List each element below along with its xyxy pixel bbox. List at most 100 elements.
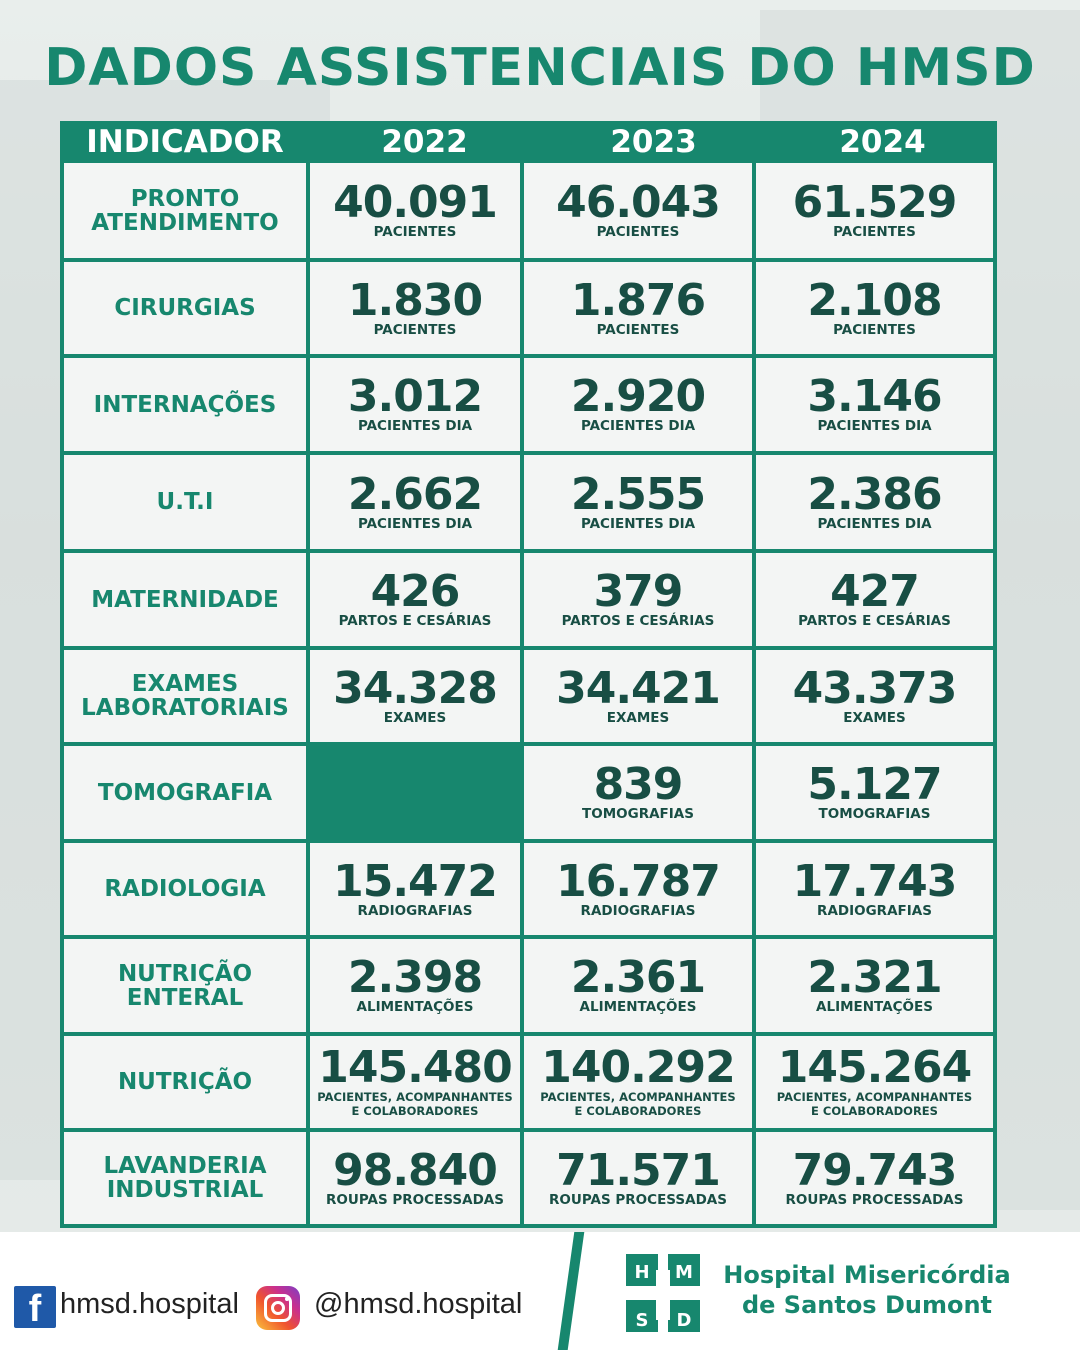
value-unit: ROUPAS PROCESSADAS [549, 1191, 727, 1208]
value-cell: 379 PARTOS E CESÁRIAS [524, 553, 752, 646]
value-number: 426 [370, 566, 461, 617]
value-cell: 2.386 PACIENTES DIA [756, 455, 993, 549]
value-unit: TOMOGRAFIAS [582, 806, 694, 822]
value-number: 1.876 [570, 274, 706, 326]
value-unit: PARTOS E CESÁRIAS [798, 613, 951, 629]
table-header: INDICADOR 2022 2023 2024 [60, 121, 997, 163]
indicator-cell: U.T.I [64, 455, 306, 549]
logo-letter-d: D [677, 1310, 692, 1331]
value-unit: PACIENTES, ACOMPANHANTES E COLABORADORES [317, 1090, 513, 1118]
value-cell: 46.043 PACIENTES [524, 163, 752, 258]
value-unit: PACIENTES DIA [357, 418, 473, 434]
value-number: 145.480 [318, 1042, 512, 1093]
value-cell: 98.840 ROUPAS PROCESSADAS [310, 1132, 520, 1224]
indicator-label: MATERNIDADE [91, 586, 279, 613]
value-number: 34.328 [333, 662, 498, 714]
value-unit: RADIOGRAFIAS [357, 902, 473, 919]
instagram-handle[interactable]: @hmsd.hospital [314, 1288, 523, 1320]
facebook-handle[interactable]: hmsd.hospital [60, 1288, 239, 1320]
value-unit: ALIMENTAÇÕES [816, 999, 933, 1015]
value-number: 1.830 [347, 274, 483, 326]
value-number: 79.743 [792, 1144, 958, 1196]
value-number: 61.529 [792, 177, 958, 228]
value-unit: PACIENTES [596, 224, 680, 240]
table-row: INTERNAÇÕES 3.012 PACIENTES DIA 2.920 PACIEN… [64, 358, 993, 451]
indicator-label: LAVANDERIA INDUSTRIAL [103, 1153, 267, 1203]
value-cell: 3.012 PACIENTES DIA [310, 358, 520, 451]
value-cell: 3.146 PACIENTES DIA [756, 358, 993, 451]
table-row: U.T.I 2.662 PACIENTES DIA 2.555 PACIENTES DI… [64, 455, 993, 549]
value-cell: 34.421 EXAMES [524, 650, 752, 742]
header-indicador: INDICADOR [86, 124, 284, 160]
value-cell: 145.264 PACIENTES, ACOMPANHANTES E COLABO… [756, 1036, 993, 1128]
table-row: NUTRIÇÃO 145.480 PACIENTES, ACOMPANHANTES … [64, 1036, 993, 1128]
value-number: 2.920 [570, 371, 706, 422]
hospital-name: Hospital Misericórdia de Santos Dumont [722, 1260, 1012, 1320]
hospital-name-line1: Hospital Misericórdia [723, 1261, 1011, 1289]
value-cell: 140.292 PACIENTES, ACOMPANHANTES E COLABO… [524, 1036, 752, 1128]
value-unit: EXAMES [383, 709, 447, 726]
footer: f hmsd.hospital @hmsd.hospital H M S D H… [0, 1232, 1080, 1350]
hospital-logo: H M S D [626, 1254, 700, 1332]
value-cell: 1.876 PACIENTES [524, 262, 752, 354]
value-number: 2.321 [807, 952, 942, 1003]
value-unit: ALIMENTAÇÕES [356, 999, 474, 1015]
value-cell: 2.920 PACIENTES DIA [524, 358, 752, 451]
indicator-cell: NUTRIÇÃO ENTERAL [64, 939, 306, 1032]
value-number: 2.398 [347, 952, 483, 1003]
value-number: 5.127 [807, 759, 942, 810]
logo-letter-m: M [675, 1262, 693, 1283]
value-unit: PACIENTES DIA [817, 515, 932, 532]
value-cell: 61.529 PACIENTES [756, 163, 993, 258]
table-row: CIRURGIAS 1.830 PACIENTES 1.876 PACIENTES 2.1… [64, 262, 993, 354]
value-unit: PACIENTES [373, 224, 457, 240]
table-row: PRONTO ATENDIMENTO 40.091 PACIENTES 46.043 P… [64, 163, 993, 258]
value-unit: ROUPAS PROCESSADAS [326, 1191, 504, 1208]
indicator-cell: EXAMES LABORATORIAIS [64, 650, 306, 742]
indicator-cell: LAVANDERIA INDUSTRIAL [64, 1132, 306, 1224]
value-number: 145.264 [777, 1042, 972, 1093]
indicator-cell: NUTRIÇÃO [64, 1036, 306, 1128]
table-row: MATERNIDADE 426 PARTOS E CESÁRIAS 379 PARTOS… [64, 553, 993, 646]
header-year-2024: 2024 [839, 124, 926, 160]
table-row: NUTRIÇÃO ENTERAL 2.398 ALIMENTAÇÕES 2.361 AL… [64, 939, 993, 1032]
value-unit: EXAMES [843, 709, 906, 726]
value-cell: 40.091 PACIENTES [310, 163, 520, 258]
indicator-label: PRONTO ATENDIMENTO [91, 185, 279, 236]
value-number: 140.292 [541, 1042, 735, 1093]
indicator-label: INTERNAÇÕES [93, 391, 277, 418]
value-unit: PARTOS E CESÁRIAS [338, 613, 492, 629]
page-title: DADOS ASSISTENCIAIS DO HMSD [44, 38, 1036, 98]
instagram-icon[interactable] [256, 1286, 300, 1330]
value-number: 2.662 [347, 468, 483, 520]
logo-letter-s: S [636, 1310, 649, 1331]
table-row: LAVANDERIA INDUSTRIAL 98.840 ROUPAS PROCES… [64, 1132, 993, 1224]
value-cell: 5.127 TOMOGRAFIAS [756, 746, 993, 839]
value-number: 2.386 [807, 468, 942, 520]
value-unit: PACIENTES, ACOMPANHANTES E COLABORADORES [776, 1090, 973, 1118]
value-unit: PACIENTES [833, 224, 916, 240]
data-table: INDICADOR 2022 2023 2024 PRONTO ATENDIME… [60, 121, 997, 1228]
value-number: 98.840 [333, 1144, 498, 1196]
value-unit: EXAMES [606, 709, 670, 726]
value-cell: 145.480 PACIENTES, ACOMPANHANTES E COLABO… [310, 1036, 520, 1128]
facebook-icon[interactable]: f [14, 1286, 56, 1328]
indicator-label: U.T.I [156, 489, 214, 515]
indicator-label: NUTRIÇÃO ENTERAL [117, 960, 253, 1011]
table-row: RADIOLOGIA 15.472 RADIOGRAFIAS 16.787 RADIOG… [64, 843, 993, 935]
header-year-2022: 2022 [381, 124, 468, 160]
value-cell: 2.321 ALIMENTAÇÕES [756, 939, 993, 1032]
value-number: 839 [593, 759, 684, 810]
value-cell: 2.662 PACIENTES DIA [310, 455, 520, 549]
indicator-cell: MATERNIDADE [64, 553, 306, 646]
empty-cell [310, 746, 520, 839]
value-unit: PACIENTES DIA [357, 515, 473, 532]
value-number: 3.146 [807, 371, 942, 422]
value-cell: 17.743 RADIOGRAFIAS [756, 843, 993, 935]
value-unit: PACIENTES DIA [817, 418, 932, 434]
indicator-label: EXAMES LABORATORIAIS [81, 671, 289, 721]
indicator-cell: PRONTO ATENDIMENTO [64, 163, 306, 258]
value-unit: PACIENTES [833, 321, 916, 338]
value-cell: 15.472 RADIOGRAFIAS [310, 843, 520, 935]
value-number: 379 [593, 566, 684, 617]
